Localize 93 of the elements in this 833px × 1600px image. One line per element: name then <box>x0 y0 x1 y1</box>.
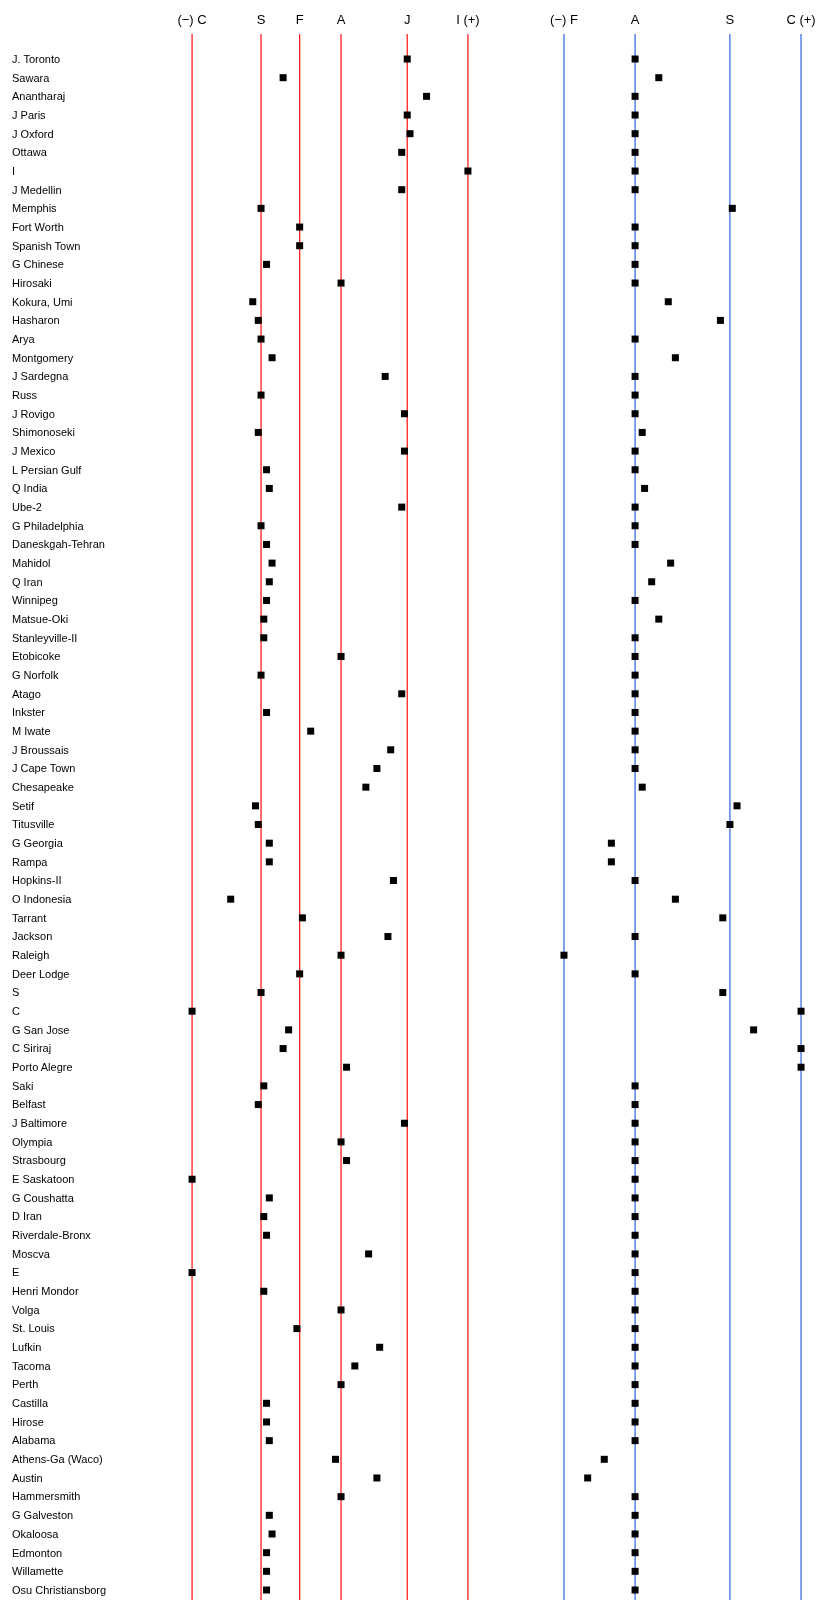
y-tick-label: Setif <box>12 799 35 812</box>
y-tick-label: Perth <box>12 1378 39 1391</box>
y-tick-label: Raleigh <box>12 949 50 962</box>
y-tick-label: Spanish Town <box>12 239 81 252</box>
y-tick-label: Etobicoke <box>12 650 61 663</box>
y-tick-label: Ube-2 <box>12 500 42 513</box>
y-tick-label: G Georgia <box>12 837 64 850</box>
y-tick-label: J Rovigo <box>12 407 55 420</box>
y-tick-label: Inkster <box>12 706 46 719</box>
ref-line-label: A <box>336 12 346 27</box>
y-tick-label: G Coushatta <box>12 1191 75 1204</box>
y-tick-label: Hammersmith <box>12 1490 81 1503</box>
y-tick-label: Anantharaj <box>12 90 66 103</box>
y-tick-label: G San Jose <box>12 1023 70 1036</box>
y-tick-label: Moscva <box>12 1247 51 1260</box>
y-tick-label: I <box>12 164 16 177</box>
y-tick-label: Atago <box>12 687 41 700</box>
y-tick-label: Tacoma <box>12 1359 52 1372</box>
y-tick-label: J Oxford <box>12 127 54 140</box>
y-tick-label: S <box>12 986 20 999</box>
y-tick-label: Chesapeake <box>12 781 74 794</box>
y-tick-label: Memphis <box>12 202 58 215</box>
y-tick-label: Deer Lodge <box>12 967 70 980</box>
y-tick-label: Tarrant <box>12 911 47 924</box>
y-tick-label: Hirose <box>12 1415 44 1428</box>
y-tick-label: Hasharon <box>12 314 60 327</box>
ref-line-label: S <box>725 12 735 27</box>
y-tick-label: Edmonton <box>12 1546 63 1559</box>
y-tick-label: Kokura, Umi <box>12 295 73 308</box>
y-tick-label: Volga <box>12 1303 41 1316</box>
y-tick-label: J Sardegna <box>12 370 70 383</box>
y-tick-label: Sawara <box>12 71 51 84</box>
y-tick-label: Mahidol <box>12 556 51 569</box>
y-tick-label: J Baltimore <box>12 1117 68 1130</box>
y-tick-label: C <box>12 1005 20 1018</box>
y-tick-label: Q Iran <box>12 575 43 588</box>
y-tick-label: Stanleyville-II <box>12 631 78 644</box>
ref-line-label: (−) C <box>177 12 207 27</box>
ref-line-label: (−) F <box>550 12 578 27</box>
y-tick-label: G Norfolk <box>12 668 59 681</box>
y-tick-label: G Philadelphia <box>12 519 85 532</box>
y-tick-label: J Cape Town <box>12 762 76 775</box>
y-tick-label: Riverdale-Bronx <box>12 1229 92 1242</box>
y-tick-label: D Iran <box>12 1210 42 1223</box>
y-tick-label: J Paris <box>12 108 47 121</box>
y-tick-label: J Mexico <box>12 444 56 457</box>
y-tick-label: Q India <box>12 482 49 495</box>
y-tick-label: E Saskatoon <box>12 1173 75 1186</box>
ref-line-label: A <box>630 12 640 27</box>
y-tick-label: M Iwate <box>12 725 51 737</box>
y-tick-label: Hirosaki <box>12 276 52 289</box>
y-tick-label: Russ <box>12 388 38 401</box>
y-tick-label: Winnipeg <box>12 594 58 607</box>
y-tick-label: L Persian Gulf <box>12 463 83 476</box>
ref-line-label: S <box>256 12 266 27</box>
ref-line-label: I (+) <box>456 12 480 27</box>
y-tick-label: Hopkins-II <box>12 874 62 887</box>
y-tick-label: G Chinese <box>12 258 64 271</box>
y-tick-label: Willamette <box>12 1565 64 1578</box>
y-tick-label: St. Louis <box>12 1322 56 1335</box>
y-tick-label: J Broussais <box>12 743 70 756</box>
y-tick-label: Ottawa <box>12 146 48 159</box>
y-tick-label: Titusville <box>12 818 55 831</box>
y-tick-label: Strasbourg <box>12 1154 66 1167</box>
y-tick-label: J Medellin <box>12 183 62 196</box>
y-tick-label: Castilla <box>12 1397 49 1410</box>
y-tick-label: Saki <box>12 1079 34 1092</box>
y-tick-label: Osu Christiansborg <box>12 1583 107 1596</box>
y-tick-label: Athens-Ga (Waco) <box>12 1453 103 1466</box>
y-tick-label: Belfast <box>12 1098 46 1111</box>
y-tick-label: C Siriraj <box>12 1042 52 1055</box>
y-tick-label: Austin <box>12 1471 43 1484</box>
y-tick-label: Shimonoseki <box>12 426 75 439</box>
y-tick-label: Lufkin <box>12 1341 42 1354</box>
y-tick-label: Olympia <box>12 1135 54 1148</box>
y-tick-label: Porto Alegre <box>12 1061 73 1074</box>
y-tick-label: Henri Mondor <box>12 1285 79 1298</box>
y-tick-label: Montgomery <box>12 351 74 364</box>
y-tick-label: Jackson <box>12 930 53 943</box>
ref-line-label: J <box>403 12 411 27</box>
y-tick-label: G Galveston <box>12 1509 74 1522</box>
y-tick-label: Daneskgah-Tehran <box>12 538 105 551</box>
y-tick-label: Matsue-Oki <box>12 612 69 625</box>
y-tick-label: O Indonesia <box>12 893 73 906</box>
y-tick-label: E <box>12 1266 20 1279</box>
y-tick-label: Okaloosa <box>12 1527 60 1540</box>
ref-line-label: F <box>295 12 304 27</box>
y-tick-label: Alabama <box>12 1434 57 1447</box>
y-tick-label: Fort Worth <box>12 220 64 233</box>
y-tick-label: Rampa <box>12 855 49 868</box>
y-tick-label: J. Toronto <box>12 52 61 65</box>
ref-line-label: C (+) <box>786 12 816 27</box>
y-tick-label: Arya <box>12 332 36 345</box>
